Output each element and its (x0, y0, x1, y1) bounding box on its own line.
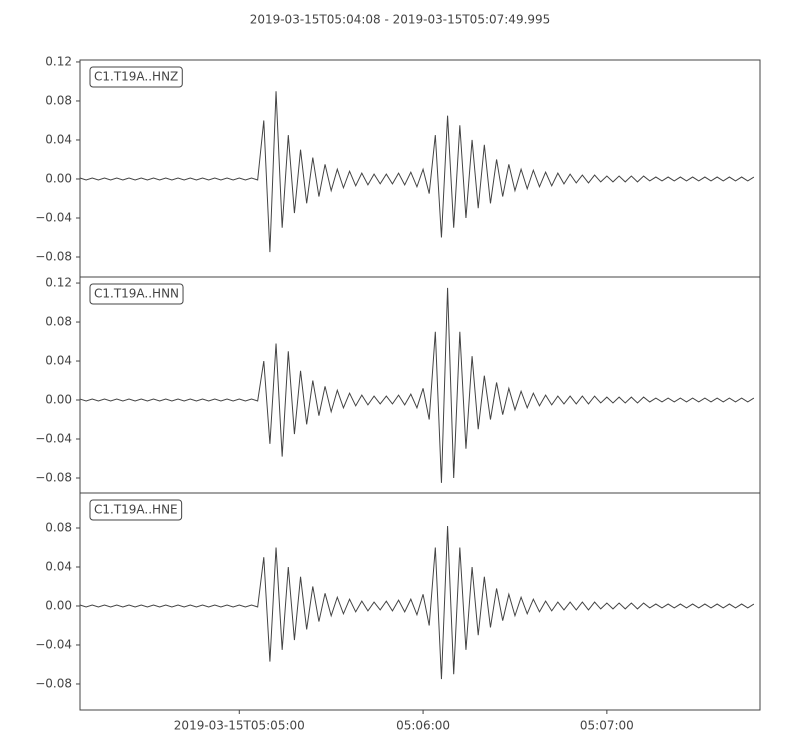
x-tick-label: 05:07:00 (580, 719, 634, 733)
y-tick-label: 0.12 (45, 54, 72, 68)
waveform (79, 526, 755, 680)
y-tick-label: −0.08 (35, 250, 72, 264)
y-tick-label: −0.04 (35, 637, 72, 651)
y-tick-label: 0.00 (45, 598, 72, 612)
y-tick-label: −0.04 (35, 432, 72, 446)
waveform (79, 91, 755, 253)
y-tick-label: 0.00 (45, 393, 72, 407)
y-tick-label: −0.08 (35, 676, 72, 690)
chart-title: 2019-03-15T05:04:08 - 2019-03-15T05:07:4… (250, 13, 551, 27)
y-tick-label: 0.08 (45, 93, 72, 107)
y-tick-label: −0.08 (35, 470, 72, 484)
station-label-box (89, 283, 184, 305)
x-tick-label: 2019-03-15T05:05:00 (174, 719, 305, 733)
y-tick-label: 0.08 (45, 520, 72, 534)
station-label-box (89, 66, 183, 88)
y-tick-label: 0.08 (45, 315, 72, 329)
y-tick-label: −0.04 (35, 210, 72, 224)
y-tick-label: 0.04 (45, 132, 72, 146)
station-label: C1.T19A..HNZ (94, 70, 178, 84)
x-tick-label: 05:06:00 (396, 719, 450, 733)
station-label: C1.T19A..HNN (94, 287, 179, 301)
station-label: C1.T19A..HNE (94, 503, 178, 517)
y-tick-label: 0.00 (45, 171, 72, 185)
y-tick-label: 0.04 (45, 354, 72, 368)
y-tick-label: 0.12 (45, 276, 72, 290)
y-tick-label: 0.04 (45, 559, 72, 573)
station-label-box (89, 499, 183, 521)
waveform (79, 287, 755, 483)
panel-frame (79, 492, 761, 711)
